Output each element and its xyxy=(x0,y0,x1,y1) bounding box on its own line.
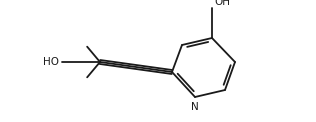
Text: N: N xyxy=(191,102,199,112)
Text: OH: OH xyxy=(214,0,230,7)
Text: HO: HO xyxy=(43,57,59,67)
